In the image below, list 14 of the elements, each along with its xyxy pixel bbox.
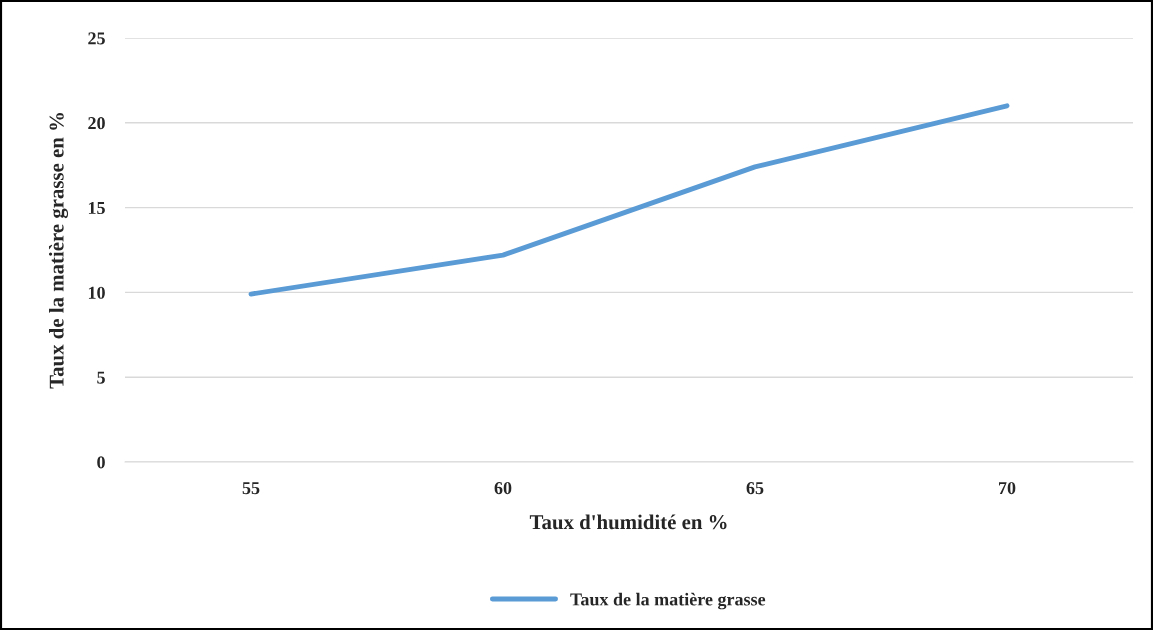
y-axis-title: Taux de la matière grasse en % xyxy=(48,113,69,389)
x-tick-label: 55 xyxy=(242,482,260,495)
x-tick-label: 65 xyxy=(746,482,764,495)
y-tick-label: 20 xyxy=(88,117,105,130)
y-tick-label: 0 xyxy=(97,456,105,469)
line-series xyxy=(248,103,1010,297)
y-tick-label: 15 xyxy=(88,201,105,215)
x-tick-label: 60 xyxy=(494,481,512,495)
y-tick-label: 10 xyxy=(88,286,105,299)
x-axis-title: Taux d'humidité en % xyxy=(529,514,727,530)
y-tick-label: 5 xyxy=(97,371,105,384)
x-tick-label: 70 xyxy=(999,481,1016,495)
legend-label: Taux de la matière grasse xyxy=(570,592,766,610)
y-tick-label: 25 xyxy=(88,32,105,45)
